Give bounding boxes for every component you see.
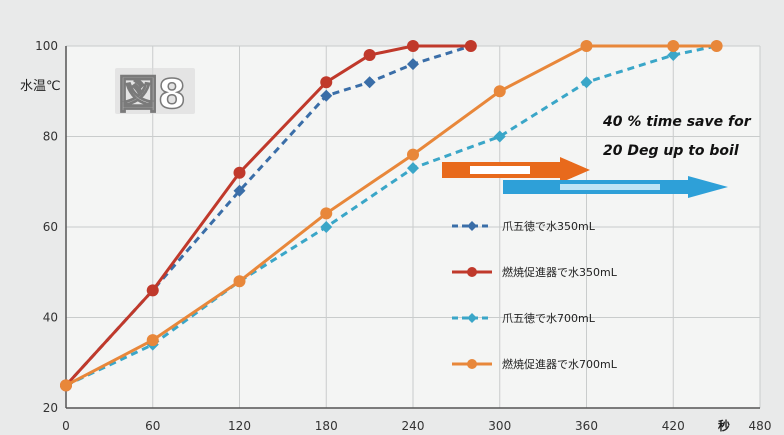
- data-point: [233, 275, 246, 288]
- data-point: [493, 130, 506, 143]
- data-point: [667, 49, 680, 62]
- data-point: [667, 40, 680, 52]
- legend-swatch-marker: [467, 313, 477, 323]
- data-point: [363, 76, 376, 89]
- series-layer: [60, 40, 723, 392]
- data-point: [320, 207, 333, 220]
- figure-label-text: 図8: [118, 72, 186, 118]
- annotation-line2: 20 Deg up to boil: [603, 143, 739, 159]
- legend-label: 燃焼促進器で水350mL: [502, 265, 618, 279]
- x-tick-label: 180: [315, 419, 338, 433]
- legend-label: 燃焼促進器で水700mL: [502, 357, 618, 371]
- data-point: [580, 76, 593, 89]
- data-point: [320, 76, 333, 89]
- gridlines: [65, 45, 761, 409]
- x-tick-label: 300: [488, 419, 511, 433]
- data-point: [407, 148, 419, 161]
- data-point: [233, 184, 246, 197]
- y-tick-label: 80: [43, 130, 58, 144]
- axes: [65, 46, 760, 409]
- orange-arrow: [442, 157, 590, 183]
- series-2: [60, 40, 477, 392]
- data-point: [407, 40, 419, 52]
- data-point: [580, 40, 593, 52]
- figure-label: 図8: [115, 68, 195, 119]
- y-tick-label: 60: [43, 220, 58, 234]
- x-tick-label: 480: [749, 419, 772, 433]
- data-point: [146, 284, 159, 297]
- data-point: [320, 221, 333, 233]
- data-point: [146, 334, 159, 347]
- y-tick-labels: 20 40 60 80 100: [35, 39, 58, 415]
- legend-item: 燃焼促進器で水350mL: [452, 265, 618, 279]
- blue-arrow: [503, 176, 728, 198]
- data-point: [233, 166, 246, 179]
- legend-label: 爪五徳で水350mL: [502, 220, 596, 233]
- x-tick-label: 120: [228, 419, 251, 433]
- legend-item: 燃焼促進器で水700mL: [452, 357, 618, 371]
- x-tick-label: 60: [145, 419, 160, 433]
- x-tick-label: 240: [402, 419, 425, 433]
- x-axis-unit-label: 秒: [718, 418, 730, 433]
- y-tick-label: 20: [43, 401, 58, 415]
- data-point: [363, 49, 376, 62]
- x-tick-label: 360: [575, 419, 598, 433]
- y-tick-label: 100: [35, 39, 58, 53]
- x-tick-labels: 0 60 120 180 240 300 360 420 480: [62, 419, 771, 433]
- x-tick-label: 420: [662, 419, 685, 433]
- data-point: [710, 40, 723, 52]
- data-point: [464, 40, 477, 52]
- data-point: [320, 89, 333, 102]
- legend: 爪五徳で水350mL 燃焼促進器で水350mL 爪五徳で水700mL 燃焼促進器で水7…: [452, 220, 618, 371]
- data-point: [407, 58, 419, 71]
- legend-swatch-marker: [467, 221, 477, 231]
- data-point: [407, 162, 419, 175]
- series-4: [60, 40, 723, 392]
- x-tick-label: 0: [62, 419, 70, 433]
- legend-label: 爪五徳で水700mL: [502, 312, 596, 325]
- y-tick-label: 40: [43, 311, 58, 325]
- data-point: [60, 379, 72, 392]
- data-point: [493, 85, 506, 98]
- legend-swatch-marker: [467, 267, 477, 277]
- legend-item: 爪五徳で水350mL: [452, 220, 596, 233]
- legend-swatch-marker: [467, 359, 477, 369]
- y-axis-label: 水温℃: [20, 79, 61, 94]
- annotation-line1: 40 % time save for: [602, 114, 752, 130]
- legend-item: 爪五徳で水700mL: [452, 312, 596, 325]
